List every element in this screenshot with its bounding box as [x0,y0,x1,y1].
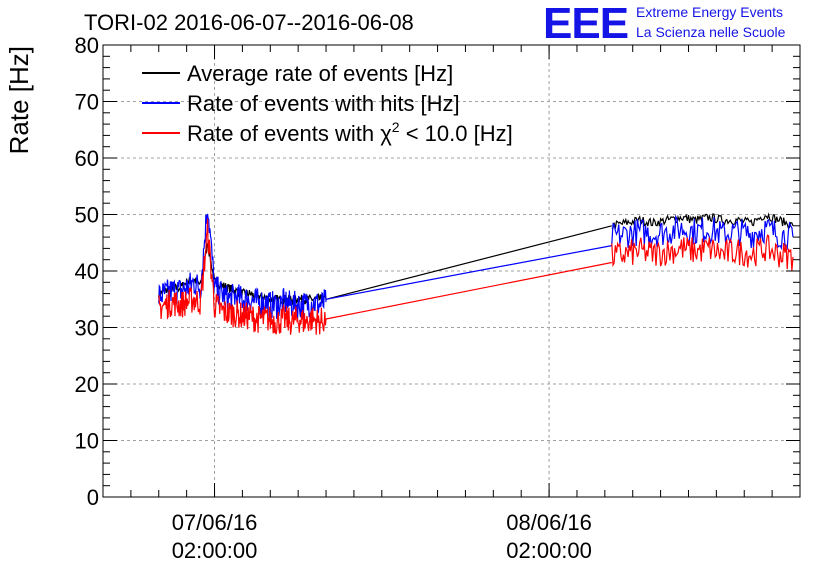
legend-label-hits: Rate of events with hits [Hz] [187,91,460,116]
series-chi2-segment-0 [158,218,327,335]
x-tick-date: 08/06/16 [506,510,592,535]
series-hits-segment-1 [325,245,612,300]
x-tick-time: 02:00:00 [172,538,258,563]
series-hits-segment-2 [611,214,794,251]
x-tick-time: 02:00:00 [506,538,592,563]
series-average-segment-2 [611,212,794,230]
series-group [158,212,794,335]
y-tick-label: 80 [75,33,99,58]
y-tick-label: 30 [75,316,99,341]
y-tick-label: 0 [87,485,99,510]
legend-label-average: Average rate of events [Hz] [187,61,453,86]
logo-line-2: La Scienza nelle Scuole [636,24,786,40]
y-axis-label: Rate [Hz] [4,46,34,154]
series-chi2-segment-1 [325,261,612,320]
logo-line-1: Extreme Energy Events [636,4,784,20]
legend-label-chi2: Rate of events with χ2 < 10.0 [Hz] [187,119,513,146]
y-tick-label: 10 [75,429,99,454]
y-tick-label: 60 [75,146,99,171]
y-tick-label: 50 [75,203,99,228]
y-tick-label: 20 [75,372,99,397]
y-tick-label: 70 [75,90,99,115]
y-tick-label: 40 [75,259,99,284]
grid-lines [103,45,800,497]
eee-logo: EEE [543,0,629,48]
series-hits-segment-0 [158,213,327,319]
series-average-segment-1 [325,225,612,300]
series-average-segment-0 [158,243,327,306]
x-tick-date: 07/06/16 [172,510,258,535]
axes: 0 10 20 30 40 50 60 70 80 07/06/16 02:00:00 08/06/1… [75,33,801,563]
chart-title: TORI-02 2016-06-07--2016-06-08 [84,10,414,35]
legend: Average rate of events [Hz] Rate of event… [142,61,513,146]
series-chi2-segment-2 [611,234,794,271]
